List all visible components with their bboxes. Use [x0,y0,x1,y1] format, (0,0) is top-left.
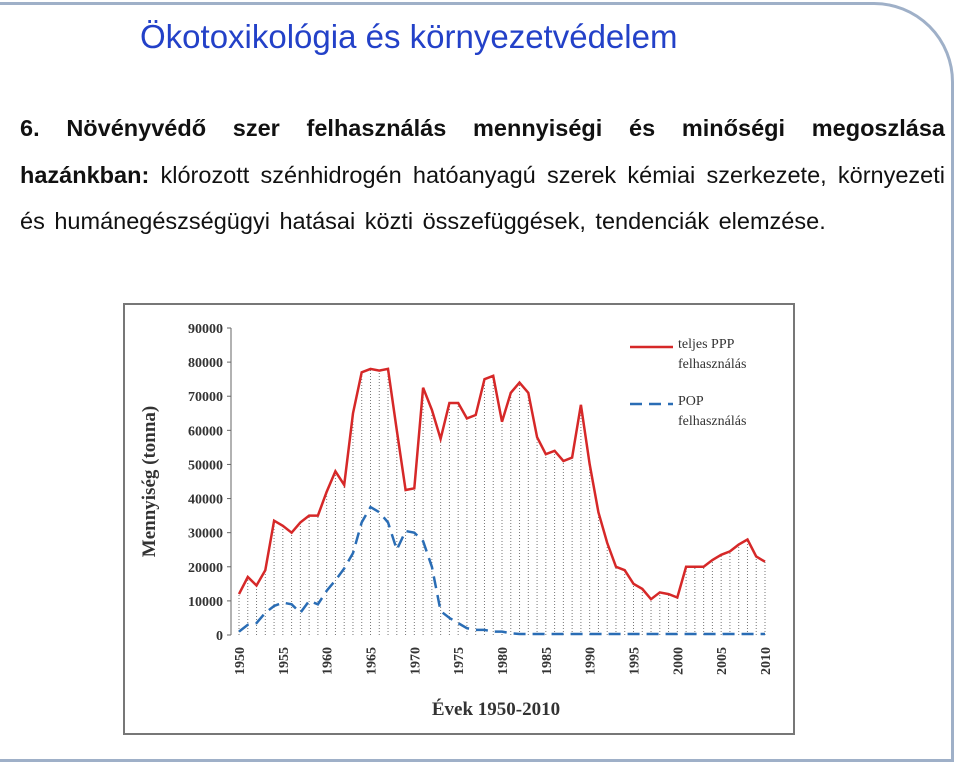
y-tick-label: 10000 [188,595,223,610]
body-rest: klórozott szénhidrogén hatóanyagú szerek… [20,161,945,235]
x-tick-label: 1960 [321,647,336,675]
y-tick-label: 60000 [188,424,223,439]
slide-title: Ökotoxikológia és környezetvédelem [140,18,678,55]
x-tick-label: 1955 [277,647,292,675]
x-tick-label: 1975 [452,647,467,675]
x-tick-label: 2005 [715,647,730,675]
chart: 0 10000 20000 30000 40000 50000 60000 70000 8000… [139,322,774,720]
x-axis-label: Évek 1950-2010 [432,698,560,720]
x-tick-label: 1970 [408,647,423,675]
x-tick-label: 1965 [365,647,380,675]
x-tick-label: 1985 [540,647,555,675]
legend-label: POP felhasználás [678,394,747,429]
series-line [237,367,766,601]
y-axis-label: Mennyiség (tonna) [139,406,160,557]
x-tick-label: 1995 [628,647,643,675]
x-tick-label: 1980 [496,647,511,675]
body-bold: 6. Növényvédő szer felhasználás mennyisé… [20,115,945,188]
x-tick-label: 1990 [584,647,599,675]
x-tick-label: 2000 [671,647,686,675]
y-tick-label: 70000 [188,390,223,405]
y-tick-label: 30000 [188,527,223,542]
series-line [238,505,765,636]
y-tick-label: 50000 [188,458,223,473]
chart-frame: 0 10000 20000 30000 40000 50000 60000 70000 8000… [123,303,795,735]
body-text: 6. Növényvédő szer felhasználás mennyisé… [20,105,945,245]
legend-label: teljes PPP felhasználás [678,337,747,372]
x-tick-label: 2010 [759,647,774,675]
y-tick-label: 20000 [188,561,223,576]
x-tick-label: 1950 [233,647,248,675]
y-tick-label: 0 [216,629,223,644]
y-tick-label: 90000 [188,322,223,337]
y-tick-label: 80000 [188,356,223,371]
y-tick-label: 40000 [188,493,223,508]
